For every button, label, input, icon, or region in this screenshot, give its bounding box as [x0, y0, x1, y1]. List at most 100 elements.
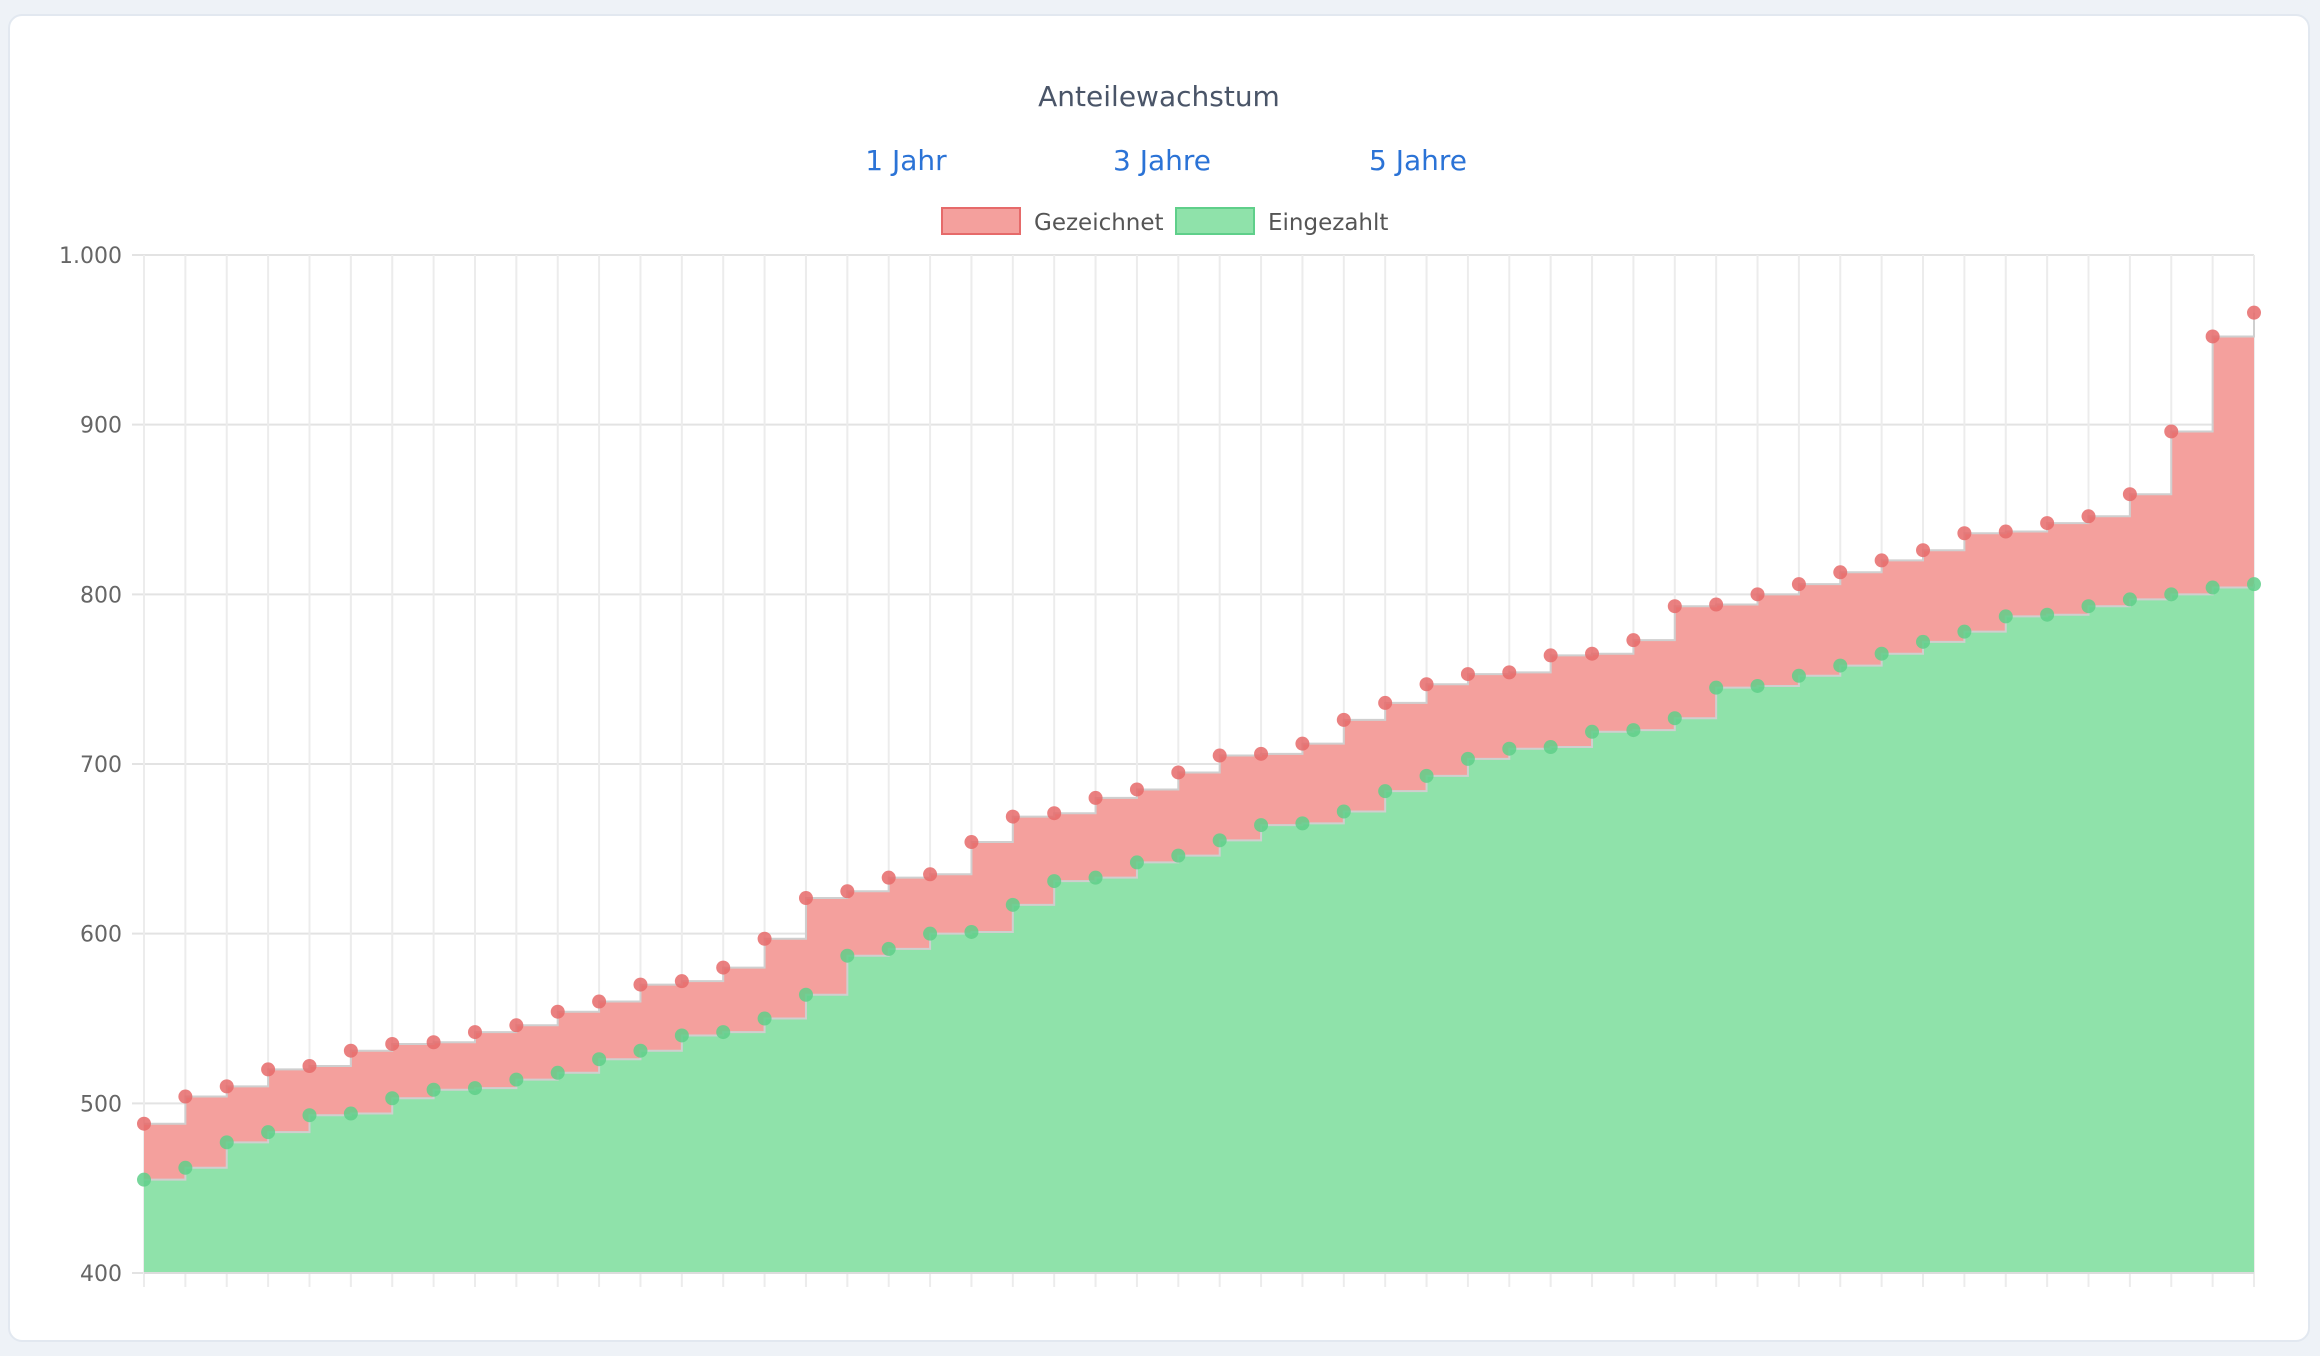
data-point-eingezahlt[interactable] — [674, 1028, 689, 1043]
range-5-years-link[interactable]: 5 Jahre — [1369, 144, 1467, 177]
data-point-gezeichnet[interactable] — [1502, 665, 1517, 680]
data-point-eingezahlt[interactable] — [1791, 668, 1806, 683]
data-point-eingezahlt[interactable] — [509, 1072, 524, 1087]
data-point-gezeichnet[interactable] — [840, 884, 855, 899]
data-point-gezeichnet[interactable] — [2205, 329, 2220, 344]
legend-label-eingezahlt[interactable]: Eingezahlt — [1268, 210, 1388, 236]
data-point-eingezahlt[interactable] — [1254, 818, 1269, 833]
data-point-eingezahlt[interactable] — [964, 924, 979, 939]
data-point-gezeichnet[interactable] — [1295, 736, 1310, 751]
data-point-gezeichnet[interactable] — [1336, 712, 1351, 727]
legend-label-gezeichnet[interactable]: Gezeichnet — [1034, 210, 1164, 236]
data-point-gezeichnet[interactable] — [302, 1059, 317, 1074]
data-point-gezeichnet[interactable] — [881, 870, 896, 885]
data-point-eingezahlt[interactable] — [716, 1025, 731, 1040]
data-point-gezeichnet[interactable] — [550, 1004, 565, 1019]
data-point-gezeichnet[interactable] — [137, 1116, 151, 1131]
data-point-gezeichnet[interactable] — [2247, 305, 2261, 320]
data-point-eingezahlt[interactable] — [550, 1065, 565, 1080]
data-point-gezeichnet[interactable] — [467, 1025, 482, 1040]
data-point-eingezahlt[interactable] — [385, 1091, 400, 1106]
data-point-gezeichnet[interactable] — [2081, 509, 2096, 524]
data-point-eingezahlt[interactable] — [1336, 804, 1351, 819]
data-point-eingezahlt[interactable] — [881, 941, 896, 956]
data-point-gezeichnet[interactable] — [1750, 587, 1765, 602]
data-point-eingezahlt[interactable] — [1005, 897, 1020, 912]
data-point-eingezahlt[interactable] — [633, 1043, 648, 1058]
data-point-gezeichnet[interactable] — [1543, 648, 1558, 663]
data-point-eingezahlt[interactable] — [261, 1125, 276, 1140]
data-point-eingezahlt[interactable] — [1750, 678, 1765, 693]
data-point-eingezahlt[interactable] — [1998, 609, 2013, 624]
data-point-eingezahlt[interactable] — [302, 1108, 317, 1123]
data-point-eingezahlt[interactable] — [219, 1135, 234, 1150]
range-3-years-link[interactable]: 3 Jahre — [1113, 144, 1211, 177]
data-point-gezeichnet[interactable] — [1088, 790, 1103, 805]
data-point-eingezahlt[interactable] — [1585, 724, 1600, 739]
range-1-year-link[interactable]: 1 Jahr — [865, 144, 947, 177]
data-point-eingezahlt[interactable] — [1543, 740, 1558, 755]
data-point-gezeichnet[interactable] — [178, 1089, 193, 1104]
data-point-gezeichnet[interactable] — [1378, 695, 1393, 710]
data-point-gezeichnet[interactable] — [633, 977, 648, 992]
data-point-gezeichnet[interactable] — [426, 1035, 441, 1050]
data-point-gezeichnet[interactable] — [1998, 524, 2013, 539]
data-point-gezeichnet[interactable] — [2040, 516, 2055, 531]
legend-swatch-eingezahlt[interactable] — [1175, 207, 1255, 235]
data-point-eingezahlt[interactable] — [1709, 680, 1724, 695]
data-point-gezeichnet[interactable] — [1419, 677, 1434, 692]
data-point-gezeichnet[interactable] — [2164, 424, 2179, 439]
data-point-gezeichnet[interactable] — [1957, 526, 1972, 541]
data-point-eingezahlt[interactable] — [1212, 833, 1227, 848]
data-point-gezeichnet[interactable] — [1667, 599, 1682, 614]
data-point-eingezahlt[interactable] — [1833, 658, 1848, 673]
data-point-gezeichnet[interactable] — [1129, 782, 1144, 797]
data-point-gezeichnet[interactable] — [1171, 765, 1186, 780]
data-point-eingezahlt[interactable] — [1667, 711, 1682, 726]
data-point-gezeichnet[interactable] — [1047, 806, 1062, 821]
data-point-gezeichnet[interactable] — [2122, 487, 2137, 502]
data-point-eingezahlt[interactable] — [2081, 599, 2096, 614]
data-point-gezeichnet[interactable] — [964, 835, 979, 850]
data-point-gezeichnet[interactable] — [798, 891, 813, 906]
data-point-eingezahlt[interactable] — [1916, 634, 1931, 649]
data-point-eingezahlt[interactable] — [2205, 580, 2220, 595]
data-point-eingezahlt[interactable] — [1088, 870, 1103, 885]
data-point-eingezahlt[interactable] — [798, 987, 813, 1002]
data-point-gezeichnet[interactable] — [1791, 577, 1806, 592]
data-point-gezeichnet[interactable] — [343, 1043, 358, 1058]
data-point-eingezahlt[interactable] — [1419, 768, 1434, 783]
data-point-eingezahlt[interactable] — [467, 1081, 482, 1096]
data-point-eingezahlt[interactable] — [1874, 646, 1889, 661]
data-point-eingezahlt[interactable] — [1047, 874, 1062, 889]
data-point-eingezahlt[interactable] — [840, 948, 855, 963]
data-point-gezeichnet[interactable] — [219, 1079, 234, 1094]
data-point-eingezahlt[interactable] — [178, 1160, 193, 1175]
data-point-gezeichnet[interactable] — [1585, 646, 1600, 661]
data-point-gezeichnet[interactable] — [509, 1018, 524, 1033]
data-point-eingezahlt[interactable] — [1957, 624, 1972, 639]
data-point-eingezahlt[interactable] — [1171, 848, 1186, 863]
data-point-gezeichnet[interactable] — [1005, 809, 1020, 824]
data-point-gezeichnet[interactable] — [385, 1036, 400, 1051]
data-point-gezeichnet[interactable] — [923, 867, 938, 882]
data-point-eingezahlt[interactable] — [426, 1082, 441, 1097]
data-point-gezeichnet[interactable] — [592, 994, 607, 1009]
data-point-gezeichnet[interactable] — [1709, 597, 1724, 612]
data-point-eingezahlt[interactable] — [1502, 741, 1517, 756]
data-point-eingezahlt[interactable] — [757, 1011, 772, 1026]
data-point-eingezahlt[interactable] — [1460, 751, 1475, 766]
data-point-gezeichnet[interactable] — [1626, 633, 1641, 648]
data-point-gezeichnet[interactable] — [716, 960, 731, 975]
data-point-eingezahlt[interactable] — [137, 1172, 151, 1187]
data-point-gezeichnet[interactable] — [1460, 667, 1475, 682]
data-point-eingezahlt[interactable] — [1378, 784, 1393, 799]
data-point-gezeichnet[interactable] — [1916, 543, 1931, 558]
data-point-eingezahlt[interactable] — [343, 1106, 358, 1121]
data-point-eingezahlt[interactable] — [1129, 855, 1144, 870]
data-point-gezeichnet[interactable] — [1212, 748, 1227, 763]
data-point-eingezahlt[interactable] — [2164, 587, 2179, 602]
data-point-gezeichnet[interactable] — [261, 1062, 276, 1077]
data-point-eingezahlt[interactable] — [2247, 577, 2261, 592]
data-point-gezeichnet[interactable] — [1874, 553, 1889, 568]
